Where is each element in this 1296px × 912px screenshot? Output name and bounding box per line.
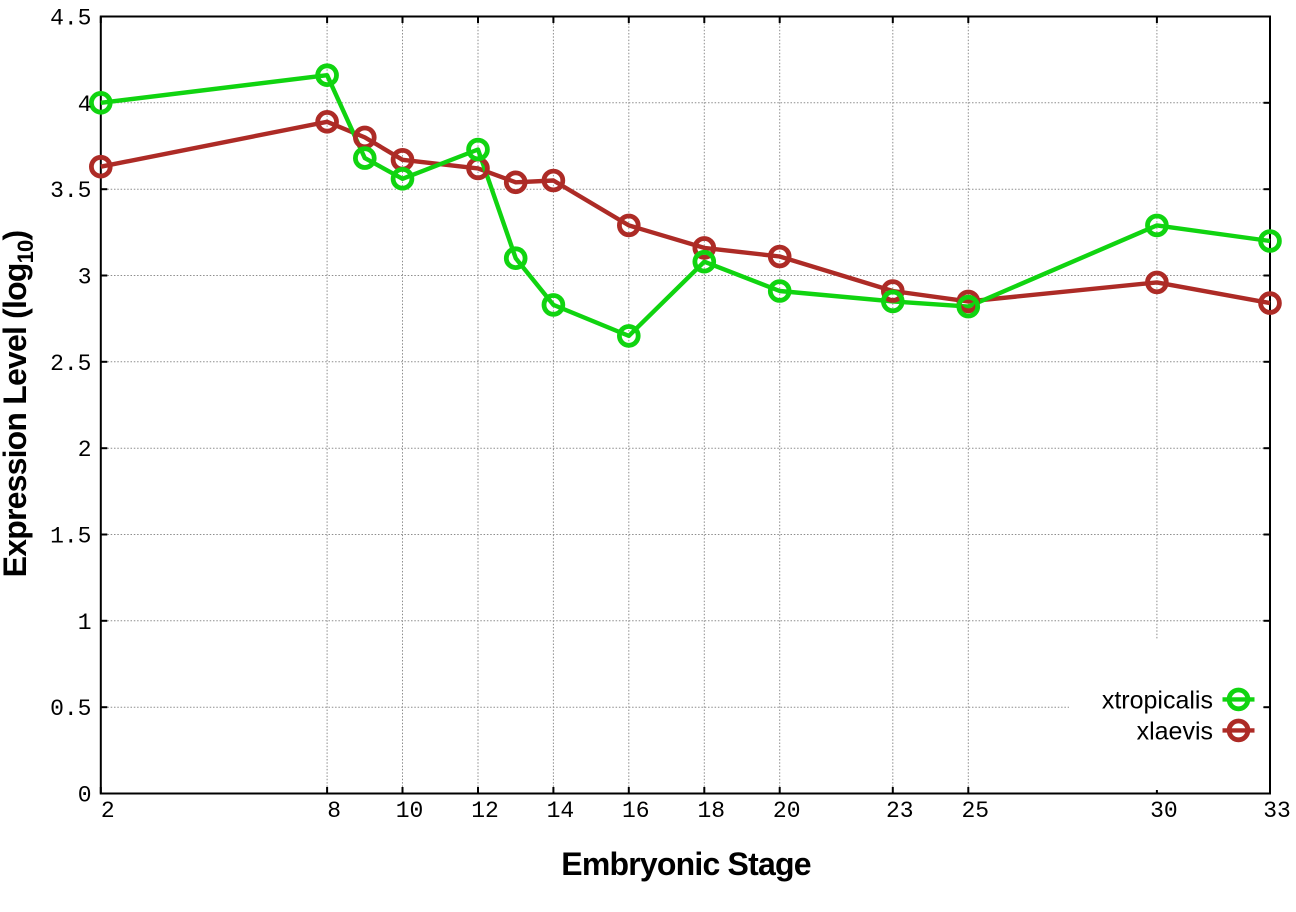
svg-text:xtropicalis: xtropicalis bbox=[1102, 687, 1213, 715]
svg-text:33: 33 bbox=[1263, 798, 1291, 824]
svg-text:16: 16 bbox=[622, 798, 650, 824]
svg-text:Expression Level (log10): Expression Level (log10) bbox=[0, 231, 38, 578]
svg-text:Embryonic Stage: Embryonic Stage bbox=[561, 846, 810, 882]
svg-text:3.5: 3.5 bbox=[50, 178, 91, 204]
svg-text:xlaevis: xlaevis bbox=[1137, 718, 1213, 746]
svg-text:30: 30 bbox=[1150, 798, 1178, 824]
svg-text:4.5: 4.5 bbox=[50, 6, 91, 32]
svg-text:0: 0 bbox=[78, 783, 92, 809]
svg-text:0.5: 0.5 bbox=[50, 696, 91, 722]
svg-text:25: 25 bbox=[961, 798, 989, 824]
svg-text:1.5: 1.5 bbox=[50, 524, 91, 550]
svg-text:23: 23 bbox=[886, 798, 914, 824]
svg-text:3: 3 bbox=[78, 265, 92, 291]
svg-text:4: 4 bbox=[78, 92, 92, 118]
svg-text:18: 18 bbox=[697, 798, 725, 824]
svg-text:14: 14 bbox=[547, 798, 575, 824]
svg-text:2: 2 bbox=[101, 798, 115, 824]
svg-text:20: 20 bbox=[773, 798, 801, 824]
svg-text:2.5: 2.5 bbox=[50, 351, 91, 377]
svg-text:8: 8 bbox=[327, 798, 341, 824]
svg-text:1: 1 bbox=[78, 610, 92, 636]
svg-text:12: 12 bbox=[471, 798, 499, 824]
svg-text:2: 2 bbox=[78, 437, 92, 463]
svg-text:10: 10 bbox=[396, 798, 424, 824]
